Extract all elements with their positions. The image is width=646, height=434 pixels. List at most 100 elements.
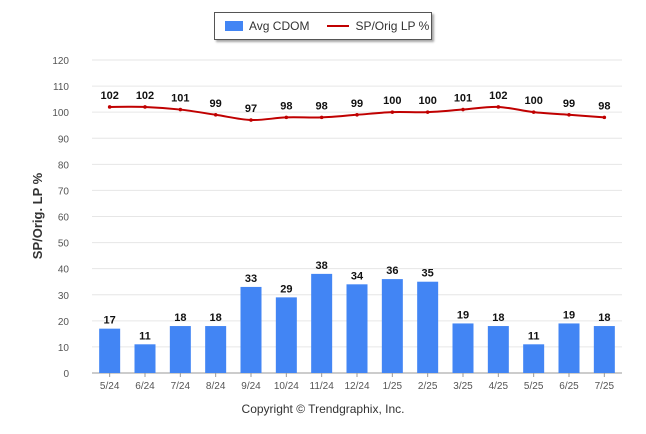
bar-data-label: 18: [492, 312, 504, 324]
bar-data-label: 18: [174, 312, 186, 324]
y-axis-label: SP/Orig. LP %: [30, 172, 45, 259]
line-point[interactable]: [425, 110, 430, 114]
bar[interactable]: [240, 286, 262, 373]
data-labels: 17 11 18 18 33 29 38 34 36 35 19 18 11 19 18 102 102 101 9…: [100, 90, 610, 342]
line-data-label: 102: [100, 90, 118, 102]
bar[interactable]: [275, 297, 297, 373]
line-point[interactable]: [319, 115, 324, 120]
line-point[interactable]: [107, 105, 112, 109]
y-tick-label: 50: [58, 239, 70, 250]
line-point[interactable]: [355, 112, 359, 117]
bar-data-label: 11: [528, 330, 540, 342]
y-tick-label: 120: [52, 56, 69, 67]
grid-lines: [92, 59, 622, 374]
bar[interactable]: [311, 273, 333, 373]
line-data-label: 100: [418, 95, 436, 107]
x-tick-label: 5/24: [100, 381, 120, 392]
line-data-label: 97: [245, 103, 257, 115]
y-tick-label: 110: [53, 82, 69, 93]
x-tick-labels: 5/24 6/24 7/24 8/24 9/24 10/24 11/24 12/24 1/25 2…: [100, 373, 615, 392]
y-tick-label: 100: [52, 108, 69, 119]
line-series: [107, 105, 607, 122]
bar[interactable]: [134, 344, 156, 373]
line-point[interactable]: [143, 105, 147, 109]
x-tick-label: 10/24: [274, 381, 299, 392]
legend-item-line[interactable]: SP/Orig LP %: [327, 19, 429, 33]
line-point[interactable]: [390, 110, 395, 114]
y-tick-label: 40: [58, 265, 70, 276]
bar-data-label: 35: [422, 268, 434, 280]
legend-bar-label: Avg CDOM: [249, 19, 310, 33]
y-tick-label: 60: [58, 213, 70, 224]
x-tick-label: 11/24: [310, 381, 335, 392]
line-point[interactable]: [602, 115, 607, 120]
bar[interactable]: [452, 323, 474, 373]
bar-data-label: 29: [280, 283, 292, 295]
x-tick-label: 5/25: [524, 381, 544, 392]
bar[interactable]: [99, 328, 121, 373]
bar[interactable]: [487, 326, 509, 373]
bar[interactable]: [381, 279, 403, 373]
line-point[interactable]: [496, 105, 501, 109]
x-tick-label: 7/25: [595, 381, 615, 392]
line-point[interactable]: [178, 107, 183, 112]
legend-line-swatch: [327, 25, 350, 27]
line-data-label: 101: [171, 93, 189, 105]
x-tick-label: 7/24: [171, 381, 191, 392]
line-point[interactable]: [461, 107, 465, 112]
legend-bar-swatch: [225, 21, 243, 31]
bar-data-label: 18: [210, 312, 222, 324]
x-tick-label: 3/25: [453, 381, 473, 392]
x-tick-label: 4/25: [489, 381, 509, 392]
bar-data-label: 36: [386, 265, 398, 277]
line-data-label: 99: [563, 98, 575, 110]
x-tick-label: 12/24: [344, 381, 369, 392]
line-data-label: 100: [383, 95, 401, 107]
line-data-label: 98: [598, 100, 610, 112]
line-data-label: 99: [351, 98, 363, 110]
line-point[interactable]: [567, 112, 571, 117]
line-data-label: 101: [454, 93, 472, 105]
copyright-footer: Copyright © Trendgraphix, Inc.: [241, 402, 405, 416]
bar[interactable]: [523, 344, 545, 373]
bar[interactable]: [205, 326, 227, 373]
y-tick-label: 90: [58, 134, 70, 145]
y-tick-label: 0: [63, 369, 69, 380]
bar-data-label: 11: [139, 330, 151, 342]
line-data-label: 102: [489, 90, 507, 102]
y-tick-label: 20: [58, 317, 70, 328]
x-tick-label: 9/24: [241, 381, 261, 392]
bar-data-label: 17: [104, 315, 116, 327]
legend: Avg CDOM SP/Orig LP %: [214, 12, 432, 40]
bar-data-label: 19: [457, 309, 469, 321]
line-point[interactable]: [531, 110, 536, 114]
y-tick-label: 80: [58, 160, 70, 171]
bar[interactable]: [417, 281, 439, 373]
bar[interactable]: [346, 284, 368, 373]
x-tick-label: 8/24: [206, 381, 226, 392]
line-point[interactable]: [249, 118, 253, 122]
bar[interactable]: [593, 326, 615, 373]
legend-line-label: SP/Orig LP %: [355, 19, 430, 33]
x-tick-label: 2/25: [418, 381, 438, 392]
bars: [99, 273, 615, 373]
bar-data-label: 34: [351, 270, 364, 282]
bar[interactable]: [558, 323, 580, 373]
y-tick-label: 30: [58, 291, 70, 302]
y-tick-label: 70: [58, 186, 70, 197]
bar[interactable]: [169, 326, 191, 373]
bar-data-label: 33: [245, 273, 257, 285]
line-point[interactable]: [284, 115, 289, 120]
x-tick-label: 1/25: [383, 381, 403, 392]
line-point[interactable]: [213, 112, 218, 117]
line-data-label: 99: [210, 98, 222, 110]
x-tick-label: 6/25: [559, 381, 579, 392]
x-tick-label: 6/24: [135, 381, 155, 392]
legend-item-bar[interactable]: Avg CDOM: [225, 19, 309, 33]
bar-data-label: 18: [598, 312, 610, 324]
bar-data-label: 19: [563, 309, 575, 321]
line-data-label: 100: [524, 95, 542, 107]
line-data-label: 102: [136, 90, 154, 102]
line-data-label: 98: [316, 100, 328, 112]
